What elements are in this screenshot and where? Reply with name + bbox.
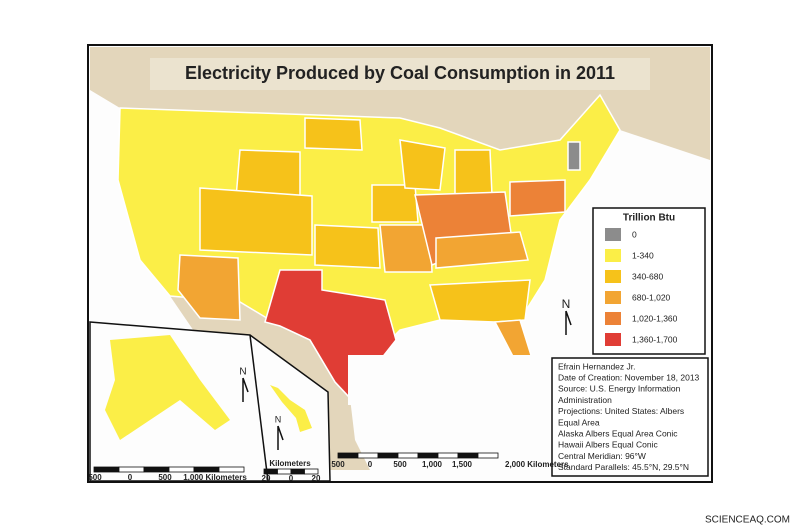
credit-line: Hawaii Albers Equal Conic [558,440,658,450]
scale-seg [93,466,120,473]
legend-swatch [605,270,621,283]
legend-label: 1,020-1,360 [632,313,678,323]
state [567,141,581,171]
scale-seg [218,466,245,473]
scale-seg [118,466,145,473]
credit-line: Date of Creation: November 18, 2013 [558,372,700,382]
state [304,117,363,151]
state [454,149,493,196]
scale-label: 0 [289,474,294,483]
legend-label: 680-1,020 [632,292,671,302]
hawaii [270,385,312,432]
scale-seg [397,452,419,459]
inset-divider [249,334,269,482]
scale-seg [193,466,220,473]
state [371,184,419,223]
map-title: Electricity Produced by Coal Consumption… [185,63,615,83]
state [177,254,241,321]
scale-label: 500 [331,460,345,469]
scale-label: 500 [88,473,102,482]
north-label: N [275,414,282,424]
title-bg [150,58,650,90]
credit-line: Source: U.S. Energy Information [558,384,681,394]
scale-seg [457,452,479,459]
scale-label: 0 [368,460,373,469]
north-arrow [242,377,249,402]
credit-line: Central Meridian: 96°W [558,451,646,461]
legend-label: 1,360-1,700 [632,334,678,344]
state [429,279,531,323]
credit-line: Equal Area [558,417,600,427]
scale-label: 20 [262,474,271,483]
state [379,224,433,273]
state [435,231,529,269]
credit-line: Standard Parallels: 45.5°N, 29.5°N [558,462,689,472]
scale-label: 500 [393,460,407,469]
legend-swatch [605,333,621,346]
credit-line: Efrain Hernandez Jr. [558,361,635,371]
state [509,179,566,217]
scale-label: 500 [158,473,172,482]
scale-seg [168,466,195,473]
scale-seg [143,466,170,473]
scale-seg [417,452,439,459]
state [399,139,446,191]
legend-swatch [605,249,621,262]
scale-seg [377,452,399,459]
credits-box [551,357,709,477]
legend-swatch [605,291,621,304]
credit-line: Administration [558,395,612,405]
legend-label: 1-340 [632,250,654,260]
state [314,224,381,269]
scale-label: 1,000 Kilometers [183,473,247,482]
scale-seg [357,452,379,459]
scale-label: 1,500 [452,460,473,469]
scale-label: 0 [128,473,133,482]
scale-label: 1,000 [422,460,443,469]
legend-label: 0 [632,229,637,239]
scale-label: 2,000 Kilometers [505,460,569,469]
scale-label: 20 [312,474,321,483]
watermark: SCIENCEAQ.COM [705,515,790,526]
scale-seg [337,452,359,459]
north-arrow [277,425,284,450]
legend-title: Trillion Btu [623,213,675,224]
scale-seg [437,452,459,459]
legend-label: 340-680 [632,271,663,281]
scale-seg [304,468,319,475]
credit-line: Alaska Albers Equal Area Conic [558,428,678,438]
north-label: N [239,367,246,378]
scale-title: Kilometers [269,459,311,468]
legend-swatch [605,228,621,241]
credit-line: Projections: United States: Albers [558,406,684,416]
north-label: N [562,297,571,311]
ocean [348,355,548,405]
state [199,187,313,256]
legend-swatch [605,312,621,325]
scale-seg [477,452,499,459]
alaska [105,335,230,440]
north-arrow [565,310,572,335]
